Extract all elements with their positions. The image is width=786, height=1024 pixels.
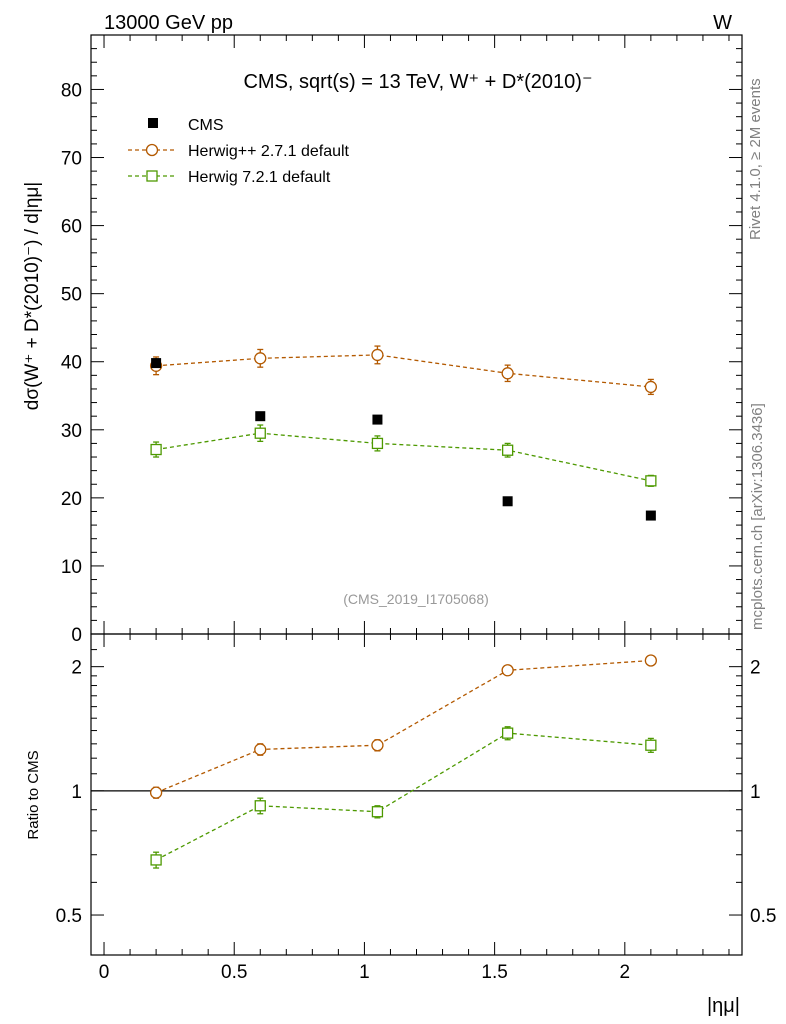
x-tick-label: 2: [620, 962, 631, 983]
mcplots-label: mcplots.cern.ch [arXiv:1306.3436]: [749, 403, 766, 630]
ratio-point-herwigpp: [149, 786, 163, 799]
main-point-herwig7: [150, 443, 162, 456]
main-point-cms: [372, 414, 383, 425]
ratio-y-tick-label-right: 1: [750, 782, 761, 803]
main-point-herwig7: [501, 444, 514, 456]
main-y-tick-label: 0: [71, 625, 82, 646]
main-point-herwig7: [645, 475, 657, 487]
main-point-cms: [645, 510, 656, 521]
ratio-line-herwigpp: [155, 659, 651, 794]
plot-dynamic-layer: 0 10 20 30 40 50 60 70 80 0 0.5 1 1.5 2 0.5 0.5 1 1 2 2: [56, 34, 776, 983]
main-y-axis-label: dσ(W⁺ + D*(2010)⁻) / d|ημ|: [22, 182, 43, 410]
ratio-y-tick-label-right: 2: [750, 658, 761, 679]
ratio-y-tick-label-right: 0.5: [750, 906, 776, 927]
ratio-point-herwigpp: [644, 654, 658, 667]
x-tick-label: 1.5: [481, 962, 507, 983]
ratio-point-herwig7: [501, 727, 514, 739]
rivet-version-label: Rivet 4.1.0, ≥ 2M events: [747, 78, 764, 240]
legend-marker-herwigpp: [145, 143, 159, 157]
x-tick-label: 0: [99, 962, 110, 983]
main-point-herwigpp: [371, 348, 384, 362]
x-tick-label: 0.5: [221, 962, 247, 983]
ratio-point-herwig7: [254, 800, 266, 812]
main-point-cms: [151, 358, 162, 369]
header-left-label: 13000 GeV pp: [104, 12, 233, 34]
ratio-point-herwig7: [645, 739, 657, 751]
main-y-tick-label: 40: [61, 353, 82, 374]
ratio-panel-frame: [90, 633, 743, 956]
main-point-cms: [255, 411, 266, 422]
main-point-herwigpp: [254, 352, 267, 365]
main-y-tick-label: 20: [61, 489, 82, 510]
legend: CMS Herwig++ 2.7.1 default Herwig 7.2.1 …: [128, 117, 350, 186]
x-axis-label: |ημ|: [707, 995, 740, 1017]
main-point-herwig7: [254, 427, 266, 439]
main-title: CMS, sqrt(s) = 13 TeV, W⁺ + D*(2010)⁻: [243, 71, 592, 93]
main-point-herwigpp: [501, 367, 514, 380]
analysis-watermark: (CMS_2019_I1705068): [343, 591, 489, 607]
ratio-y-axis-label: Ratio to CMS: [25, 750, 42, 839]
ratio-point-herwigpp: [501, 664, 514, 677]
ratio-point-herwigpp: [254, 743, 267, 756]
ratio-line-herwig7: [155, 732, 651, 861]
legend-marker-herwig7: [146, 170, 158, 182]
main-y-tick-label: 70: [61, 149, 82, 170]
main-y-tick-label: 80: [61, 80, 82, 101]
main-line-herwig7: [155, 432, 651, 482]
legend-marker-cms: [148, 118, 158, 128]
ratio-point-herwig7: [150, 854, 162, 866]
legend-label-herwig7: Herwig 7.2.1 default: [188, 169, 331, 186]
header-right-label: W: [713, 12, 732, 34]
legend-label-herwigpp: Herwig++ 2.7.1 default: [188, 143, 350, 160]
main-y-tick-label: 10: [61, 557, 82, 578]
ratio-y-tick-label: 2: [71, 658, 82, 679]
main-y-tick-label: 60: [61, 217, 82, 238]
main-y-tick-label: 50: [61, 285, 82, 306]
x-tick-label: 1: [359, 962, 370, 983]
ratio-y-tick-label: 0.5: [56, 906, 82, 927]
main-y-tick-label: 30: [61, 421, 82, 442]
main-point-herwigpp: [644, 380, 658, 394]
ratio-point-herwigpp: [371, 739, 384, 752]
legend-label-cms: CMS: [188, 117, 224, 134]
ratio-point-herwig7: [371, 806, 384, 818]
main-line-herwigpp: [156, 354, 651, 388]
main-point-herwig7: [371, 437, 384, 450]
ratio-y-tick-label: 1: [71, 782, 82, 803]
main-point-cms: [502, 496, 513, 507]
